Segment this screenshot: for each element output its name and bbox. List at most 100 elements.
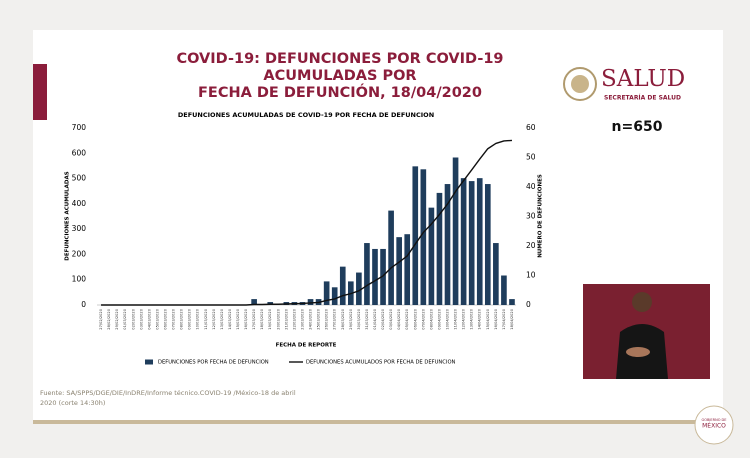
bar bbox=[380, 248, 386, 305]
bar bbox=[420, 169, 427, 305]
bar bbox=[356, 272, 362, 305]
logo-seal bbox=[563, 67, 597, 101]
x-tick-label: 03/04/2020 bbox=[389, 308, 393, 329]
x-tick-label: 22/03/2020 bbox=[292, 308, 296, 329]
logo-seal bbox=[571, 75, 589, 93]
y-tick-label: 400 bbox=[72, 199, 87, 208]
x-tick-label: 19/03/2020 bbox=[268, 308, 272, 329]
interpreter-video bbox=[583, 284, 710, 379]
x-tick-label: 31/03/2020 bbox=[365, 308, 369, 329]
x-tick-label: 24/03/2020 bbox=[309, 308, 313, 329]
x-tick-label: 21/03/2020 bbox=[284, 308, 288, 329]
line bbox=[101, 139, 513, 306]
bar bbox=[484, 184, 491, 305]
x-tick-label: 18/04/2020 bbox=[510, 308, 514, 329]
x-tick-label: 01/03/2020 bbox=[123, 308, 127, 329]
x-tick-label: 18/03/2020 bbox=[260, 308, 264, 329]
bar bbox=[404, 234, 411, 305]
x-tick-label: 11/04/2020 bbox=[454, 308, 458, 329]
y-tick-label: 600 bbox=[72, 148, 87, 157]
x-tick-label: 17/03/2020 bbox=[252, 308, 256, 329]
y2-tick-label: 0 bbox=[526, 300, 531, 309]
legend-label: DEFUNCIONES ACUMULADOS POR FECHA DE DEFU… bbox=[306, 360, 456, 366]
footer-logo bbox=[694, 405, 734, 445]
bar bbox=[323, 281, 330, 305]
bar bbox=[428, 207, 435, 305]
footer-logo-text: GOBIERNO DE bbox=[702, 418, 727, 422]
legend-swatch bbox=[145, 359, 153, 365]
x-tick-label: 29/03/2020 bbox=[349, 308, 353, 329]
x-tick-label: 16/04/2020 bbox=[494, 308, 498, 329]
x-tick-label: 28/02/2020 bbox=[107, 308, 111, 329]
x-tick-label: 08/03/2020 bbox=[180, 308, 184, 329]
x-tick-label: 13/03/2020 bbox=[220, 308, 224, 329]
bottom-stripe bbox=[33, 420, 723, 424]
bar bbox=[452, 157, 459, 305]
x-tick-label: 04/04/2020 bbox=[397, 308, 401, 329]
x-tick-label: 16/03/2020 bbox=[244, 308, 248, 329]
x-tick-label: 01/04/2020 bbox=[373, 308, 377, 329]
logo-subtitle: SECRETARÍA DE SALUD bbox=[604, 94, 681, 102]
video-person bbox=[626, 347, 650, 357]
x-tick-label: 03/03/2020 bbox=[139, 308, 143, 329]
bar bbox=[412, 166, 419, 305]
x-tick-label: 10/03/2020 bbox=[196, 308, 200, 329]
bar bbox=[396, 237, 402, 305]
y-tick-label: 0 bbox=[81, 300, 86, 309]
x-tick-label: 15/04/2020 bbox=[486, 308, 490, 329]
x-tick-label: 20/03/2020 bbox=[276, 308, 280, 329]
x-axis-label: FECHA DE REPORTE bbox=[276, 343, 337, 349]
x-tick-label: 05/03/2020 bbox=[155, 308, 159, 329]
slide-title: FECHA DE DEFUNCIÓN, 18/04/2020 bbox=[198, 83, 482, 101]
x-tick-label: 25/03/2020 bbox=[317, 308, 321, 329]
y-tick-label: 500 bbox=[72, 174, 87, 183]
x-tick-label: 27/03/2020 bbox=[333, 308, 337, 329]
y2-tick-label: 60 bbox=[526, 123, 536, 132]
y2-tick-label: 50 bbox=[526, 153, 536, 162]
x-tick-label: 28/03/2020 bbox=[341, 308, 345, 329]
y2-tick-label: 10 bbox=[526, 271, 536, 280]
x-tick-label: 06/03/2020 bbox=[163, 308, 167, 329]
video-person bbox=[632, 292, 652, 312]
source-text: 2020 (corte 14:30h) bbox=[40, 399, 105, 407]
x-tick-label: 11/03/2020 bbox=[204, 308, 208, 329]
x-tick-label: 29/02/2020 bbox=[115, 308, 119, 329]
legend-label: DEFUNCIONES POR FECHA DE DEFUNCION bbox=[158, 360, 269, 366]
x-tick-label: 02/04/2020 bbox=[381, 308, 385, 329]
logo-name: SALUD bbox=[601, 66, 685, 92]
footer-logo-text: MÉXICO bbox=[702, 422, 726, 430]
y2-tick-label: 30 bbox=[526, 212, 536, 221]
bar bbox=[460, 178, 467, 305]
bar bbox=[493, 243, 499, 305]
bar bbox=[501, 275, 507, 305]
y-tick-label: 200 bbox=[72, 249, 87, 258]
x-tick-label: 15/03/2020 bbox=[236, 308, 240, 329]
x-tick-label: 14/03/2020 bbox=[228, 308, 232, 329]
x-tick-label: 07/04/2020 bbox=[421, 308, 425, 329]
slide-title: COVID-19: DEFUNCIONES POR COVID-19 bbox=[176, 51, 503, 67]
bar bbox=[339, 266, 346, 305]
bar bbox=[509, 299, 515, 305]
x-tick-label: 08/04/2020 bbox=[429, 308, 433, 329]
bar bbox=[331, 287, 338, 305]
x-tick-label: 09/03/2020 bbox=[188, 308, 192, 329]
x-tick-label: 06/04/2020 bbox=[413, 308, 417, 329]
y2-tick-label: 20 bbox=[526, 241, 536, 250]
y-tick-label: 700 bbox=[72, 123, 87, 132]
x-tick-label: 05/04/2020 bbox=[405, 308, 409, 329]
bar bbox=[444, 184, 451, 305]
bar bbox=[267, 302, 274, 305]
x-tick-label: 26/03/2020 bbox=[325, 308, 329, 329]
x-tick-label: 27/02/2020 bbox=[99, 308, 103, 329]
bar bbox=[364, 243, 370, 305]
bar bbox=[251, 299, 257, 305]
x-tick-label: 09/04/2020 bbox=[437, 308, 441, 329]
x-tick-label: 02/03/2020 bbox=[131, 308, 135, 329]
y-tick-label: 100 bbox=[72, 275, 87, 284]
slide-title: ACUMULADAS POR bbox=[263, 68, 416, 84]
y-axis-label: DEFUNCIONES ACUMULADAS bbox=[65, 171, 71, 260]
x-tick-label: 14/04/2020 bbox=[478, 308, 482, 329]
chart: DEFUNCIONES ACUMULADAS DE COVID-19 POR F… bbox=[65, 111, 544, 366]
